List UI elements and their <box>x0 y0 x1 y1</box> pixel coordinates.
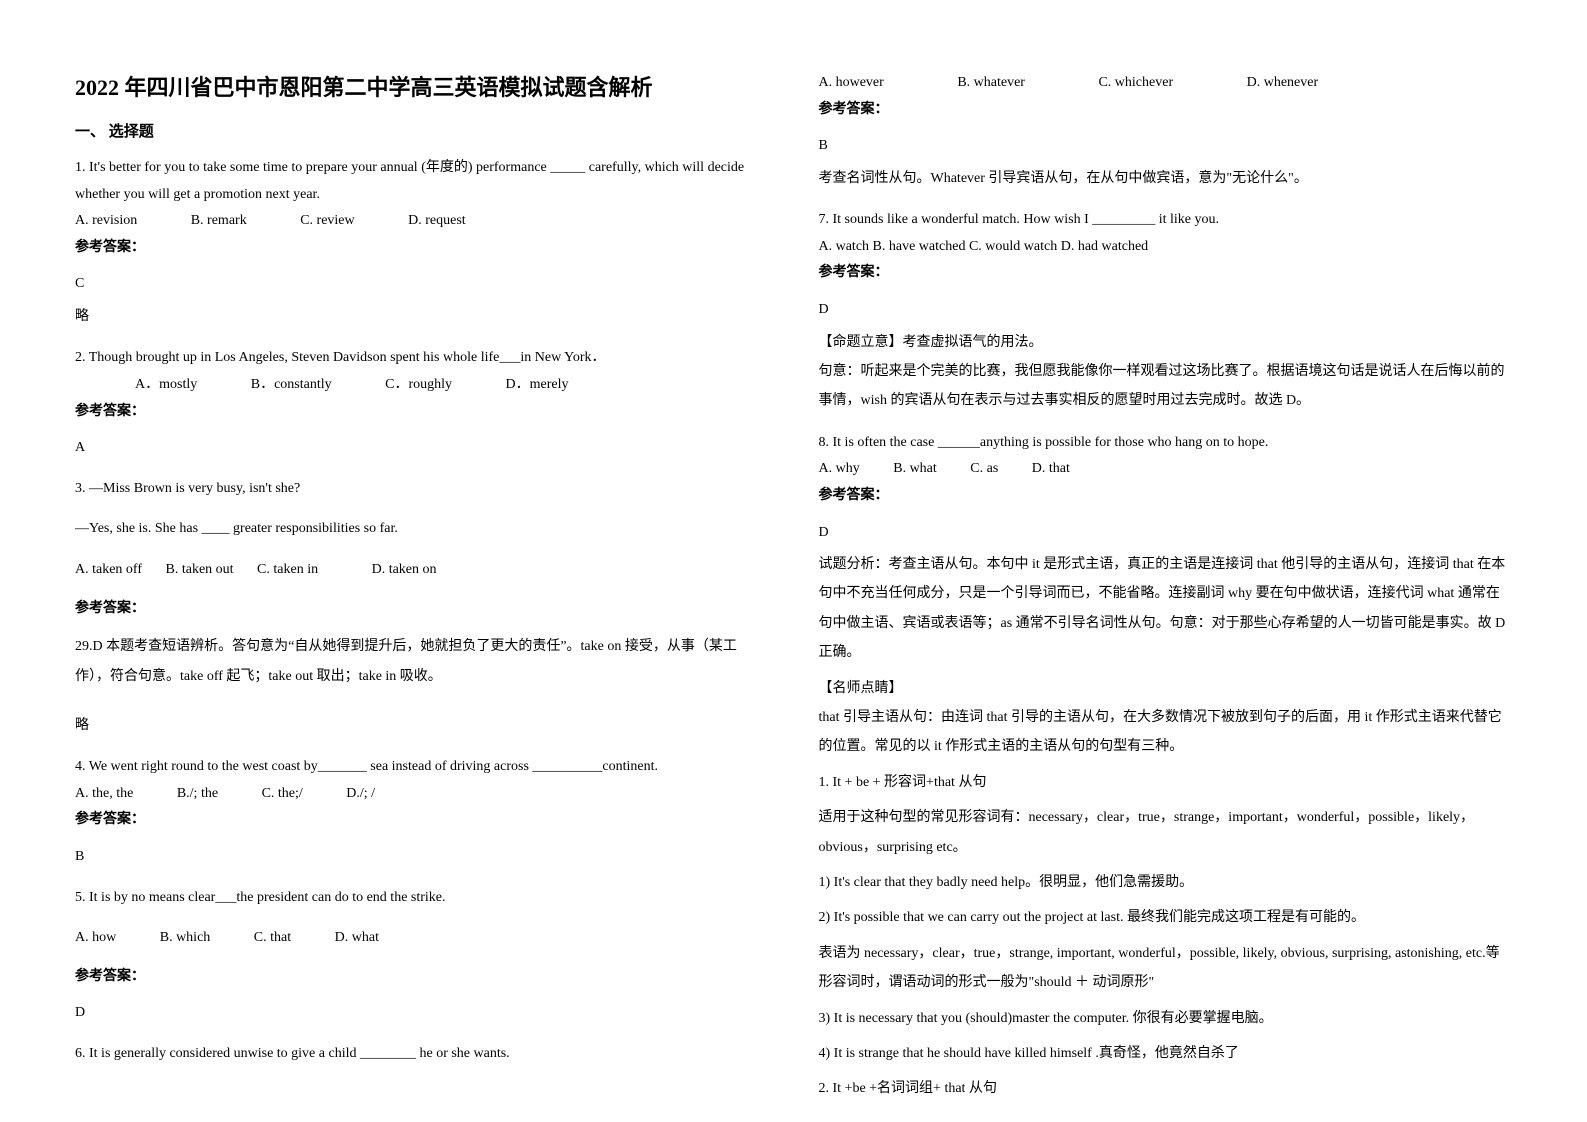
left-column: 2022 年四川省巴中市恩阳第二中学高三英语模拟试题含解析 一、 选择题 1. … <box>50 70 794 1082</box>
option-d: D. whenever <box>1247 70 1319 97</box>
question-text: 1. It's better for you to take some time… <box>75 155 769 208</box>
question-5: 5. It is by no means clear___the preside… <box>75 885 769 1027</box>
sub-example-4: 4) It is strange that he should have kil… <box>819 1039 1513 1068</box>
answer-brief: 略 <box>75 302 769 331</box>
sub-example-3: 3) It is necessary that you (should)mast… <box>819 1004 1513 1033</box>
question-text: 8. It is often the case ______anything i… <box>819 430 1513 457</box>
answer-value: A <box>75 435 769 462</box>
sub-heading-1: 1. It + be + 形容词+that 从句 <box>819 768 1513 797</box>
question-text: 5. It is by no means clear___the preside… <box>75 885 769 912</box>
option-c: C. as <box>970 456 998 483</box>
answer-explanation-1: 试题分析：考查主语从句。本句中 it 是形式主语，真正的主语是连接词 that … <box>819 550 1513 668</box>
sub-example-1: 1) It's clear that they badly need help。… <box>819 868 1513 897</box>
bracket-label: 【命题立意】考查虚拟语气的用法。 <box>819 328 1513 357</box>
question-options: A. how B. which C. that D. what <box>75 925 769 952</box>
option-b: B. what <box>893 456 937 483</box>
option-a: A. why <box>819 456 860 483</box>
answer-explanation: 句意：听起来是个完美的比赛，我但愿我能像你一样观看过这场比赛了。根据语境这句话是… <box>819 357 1513 416</box>
option-a: A．mostly <box>135 372 197 399</box>
answer-label: 参考答案： <box>75 235 769 262</box>
option-a: A. revision <box>75 208 137 235</box>
sub-text-2: 表语为 necessary，clear，true，strange, import… <box>819 939 1513 998</box>
option-c: C. review <box>300 208 354 235</box>
question-text: 7. It sounds like a wonderful match. How… <box>819 207 1513 234</box>
document-title: 2022 年四川省巴中市恩阳第二中学高三英语模拟试题含解析 <box>75 70 769 102</box>
question-options: A. however B. whatever C. whichever D. w… <box>819 70 1513 97</box>
sub-heading-2: 2. It +be +名词词组+ that 从句 <box>819 1074 1513 1103</box>
question-options: A. why B. what C. as D. that <box>819 456 1513 483</box>
answer-value: D <box>819 297 1513 324</box>
option-a: A. taken off <box>75 557 142 584</box>
option-b: B. taken out <box>166 557 234 584</box>
question-7: 7. It sounds like a wonderful match. How… <box>819 207 1513 416</box>
option-d: D. what <box>335 925 379 952</box>
right-column: A. however B. whatever C. whichever D. w… <box>794 70 1538 1082</box>
option-c: C. the;/ <box>262 781 303 808</box>
option-a: A. the, the <box>75 781 133 808</box>
question-options: A. the, the B./; the C. the;/ D./; / <box>75 781 769 808</box>
question-text-1: 3. —Miss Brown is very busy, isn't she? <box>75 476 769 503</box>
question-2: 2. Though brought up in Los Angeles, Ste… <box>75 345 769 461</box>
question-text-2: —Yes, she is. She has ____ greater respo… <box>75 516 769 543</box>
question-6-continued: A. however B. whatever C. whichever D. w… <box>819 70 1513 193</box>
option-b: B. remark <box>191 208 247 235</box>
question-1: 1. It's better for you to take some time… <box>75 155 769 331</box>
question-8: 8. It is often the case ______anything i… <box>819 430 1513 1104</box>
answer-value: D <box>75 1000 769 1027</box>
question-6-partial: 6. It is generally considered unwise to … <box>75 1041 769 1068</box>
option-c: C．roughly <box>385 372 452 399</box>
question-options: A. revision B. remark C. review D. reque… <box>75 208 769 235</box>
option-d: D．merely <box>506 372 569 399</box>
option-b: B. which <box>160 925 211 952</box>
option-a: A. how <box>75 925 116 952</box>
answer-label: 参考答案： <box>75 964 769 991</box>
sub-text: 适用于这种句型的常见形容词有：necessary，clear，true，stra… <box>819 803 1513 862</box>
bracket-label: 【名师点睛】 <box>819 674 1513 703</box>
answer-value: B <box>819 133 1513 160</box>
question-text: 2. Though brought up in Los Angeles, Ste… <box>75 345 769 372</box>
answer-label: 参考答案： <box>75 807 769 834</box>
question-options: A. watch B. have watched C. would watch … <box>819 234 1513 261</box>
sub-example-2: 2) It's possible that we can carry out t… <box>819 903 1513 932</box>
option-b: B. whatever <box>957 70 1025 97</box>
question-text: 6. It is generally considered unwise to … <box>75 1041 769 1068</box>
question-options: A．mostly B．constantly C．roughly D．merely <box>75 372 769 399</box>
option-c: C. that <box>254 925 291 952</box>
answer-label: 参考答案： <box>75 596 769 623</box>
option-d: D. taken on <box>372 557 437 584</box>
question-4: 4. We went right round to the west coast… <box>75 754 769 870</box>
answer-explanation: 29.D 本题考查短语辨析。答句意为“自从她得到提升后，她就担负了更大的责任”。… <box>75 632 769 691</box>
option-b: B./; the <box>177 781 218 808</box>
section-heading: 一、 选择题 <box>75 120 769 141</box>
option-a: A. however <box>819 70 884 97</box>
question-text: 4. We went right round to the west coast… <box>75 754 769 781</box>
answer-value: C <box>75 271 769 298</box>
question-options: A. taken off B. taken out C. taken in D.… <box>75 557 769 584</box>
option-c: C. taken in <box>257 557 318 584</box>
answer-label: 参考答案： <box>75 399 769 426</box>
answer-label: 参考答案： <box>819 483 1513 510</box>
answer-brief: 略 <box>75 711 769 740</box>
answer-explanation: 考查名词性从句。Whatever 引导宾语从句，在从句中做宾语，意为"无论什么"… <box>819 164 1513 193</box>
option-d: D. that <box>1032 456 1070 483</box>
option-d: D./; / <box>346 781 375 808</box>
question-3: 3. —Miss Brown is very busy, isn't she? … <box>75 476 769 741</box>
option-d: D. request <box>408 208 466 235</box>
option-c: C. whichever <box>1098 70 1173 97</box>
answer-label: 参考答案： <box>819 260 1513 287</box>
answer-value: B <box>75 844 769 871</box>
option-b: B．constantly <box>251 372 332 399</box>
answer-value: D <box>819 520 1513 547</box>
answer-explanation-2: that 引导主语从句：由连词 that 引导的主语从句，在大多数情况下被放到句… <box>819 703 1513 762</box>
answer-label: 参考答案： <box>819 97 1513 124</box>
